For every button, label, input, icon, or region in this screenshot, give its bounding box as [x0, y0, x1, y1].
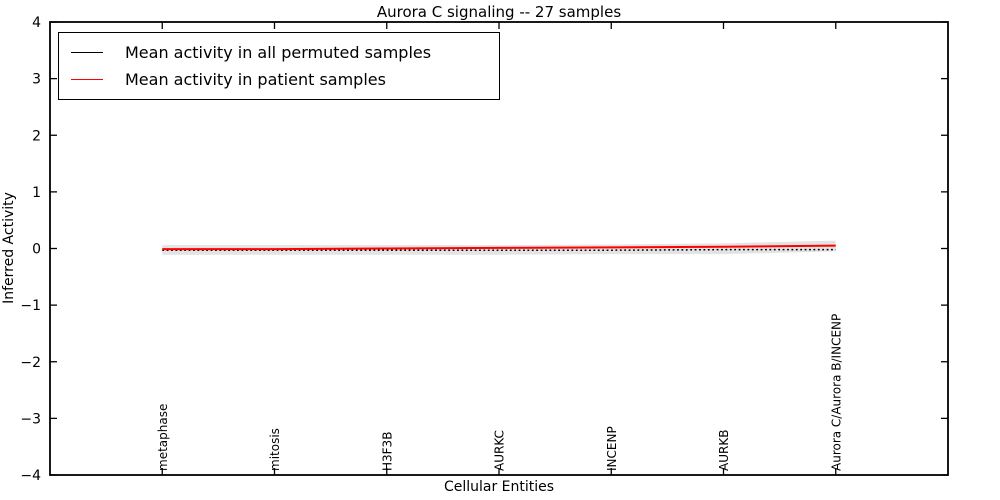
permuted-line-swatch	[71, 52, 103, 53]
x-tick-label: H3F3B	[380, 432, 394, 471]
x-axis-label: Cellular Entities	[443, 479, 555, 495]
y-tick-label: 3	[32, 72, 41, 88]
y-tick-label: −2	[20, 355, 41, 371]
x-tick-label: mitosis	[268, 428, 282, 471]
patient-line-swatch	[71, 79, 103, 80]
patient-mean-line	[162, 244, 836, 251]
y-tick-label: 2	[32, 128, 41, 144]
x-tick-label: Aurora C/Aurora B/INCENP	[829, 314, 843, 471]
legend-item-patient: Mean activity in patient samples	[71, 66, 493, 93]
y-tick-label: 4	[32, 15, 41, 31]
x-tick-label: AURKB	[717, 430, 731, 471]
legend-label-permuted: Mean activity in all permuted samples	[125, 43, 432, 62]
y-tick-label: −3	[20, 411, 41, 427]
y-tick-label: −1	[20, 298, 41, 314]
y-axis-label: Inferred Activity	[1, 192, 17, 304]
x-tick-label: metaphase	[156, 404, 170, 471]
x-tick-label: INCENP	[605, 426, 619, 471]
chart-title: Aurora C signaling -- 27 samples	[376, 3, 622, 21]
legend-item-permuted: Mean activity in all permuted samples	[71, 39, 493, 66]
legend-label-patient: Mean activity in patient samples	[125, 70, 386, 89]
y-tick-label: 1	[32, 185, 41, 201]
x-tick-label: AURKC	[493, 430, 507, 471]
y-tick-label: −4	[20, 468, 41, 484]
y-tick-label: 0	[32, 242, 41, 258]
legend: Mean activity in all permuted samples Me…	[58, 32, 500, 100]
